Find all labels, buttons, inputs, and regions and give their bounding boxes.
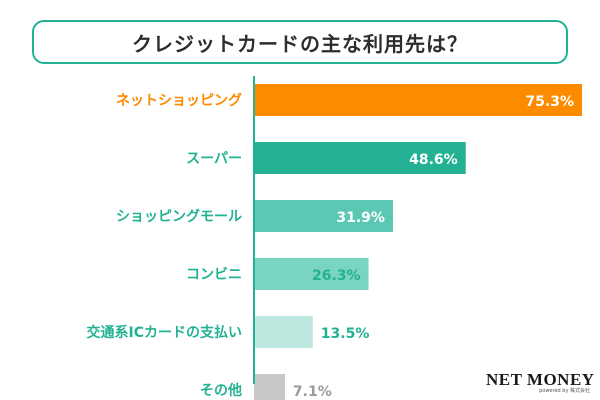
- value-label-4: 26.3%: [312, 268, 361, 284]
- value-label-6: 7.1%: [293, 384, 332, 400]
- bar-6: [254, 374, 285, 400]
- value-label-2: 48.6%: [409, 152, 458, 168]
- category-label-1: ネットショッピング: [116, 92, 242, 109]
- category-label-2: スーパー: [186, 151, 242, 167]
- category-label-4: コンビニ: [186, 267, 242, 283]
- value-label-1: 75.3%: [525, 94, 574, 110]
- chart-title: クレジットカードの主な利用先は？: [132, 31, 468, 56]
- category-label-3: ショッピングモール: [116, 208, 242, 225]
- bar-2: [254, 142, 466, 174]
- category-label-5: 交通系ICカードの支払い: [87, 324, 242, 341]
- brand-logo-subtext: powered by 株式会社: [539, 388, 590, 394]
- value-label-3: 31.9%: [336, 210, 385, 226]
- bar-5: [254, 316, 313, 348]
- chart-title-box: クレジットカードの主な利用先は？: [32, 20, 568, 64]
- value-label-5: 13.5%: [321, 326, 370, 342]
- brand-logo: NET MONEY powered by 株式会社: [486, 371, 594, 397]
- brand-logo-text: NET MONEY: [486, 370, 595, 389]
- bar-4: [254, 258, 369, 290]
- category-label-6: その他: [200, 382, 242, 399]
- bar-1: [254, 84, 582, 116]
- bar-3: [254, 200, 393, 232]
